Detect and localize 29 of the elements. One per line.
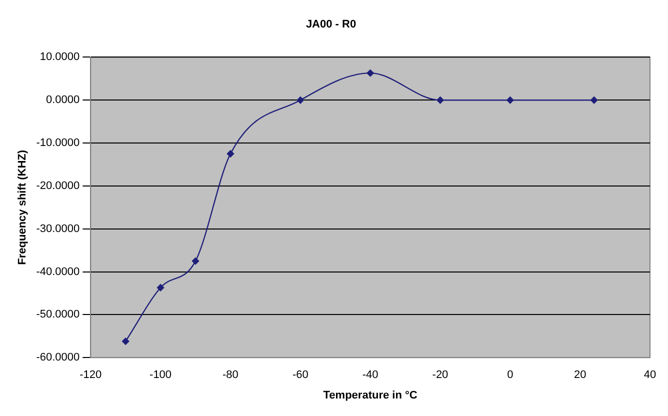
y-tick-label: -20.0000 <box>36 180 80 192</box>
x-tick-label: -80 <box>222 369 238 382</box>
y-tick-label: -30.0000 <box>36 222 80 235</box>
x-tick-label: -20 <box>432 369 448 382</box>
y-tick-label: -10.0000 <box>36 137 80 150</box>
x-tick-label: -120 <box>80 369 102 382</box>
y-tick-label: -40.0000 <box>36 266 80 278</box>
x-tick-label: 0 <box>507 369 514 382</box>
point <box>192 257 200 265</box>
x-tick-label: -40 <box>362 369 378 382</box>
y-tick-label: -60.0000 <box>36 352 80 364</box>
point <box>366 69 374 77</box>
x-tick-label: -100 <box>150 369 172 382</box>
point <box>122 338 130 345</box>
x-tick-label: 40 <box>644 369 656 382</box>
y-tick-label: -50.0000 <box>36 308 80 321</box>
point <box>506 96 514 104</box>
point <box>226 150 234 158</box>
chart-title: JA00 - R0 <box>306 18 356 31</box>
point <box>436 96 444 104</box>
point <box>590 96 598 104</box>
x-tick-label: -60 <box>292 369 308 382</box>
point <box>156 284 164 292</box>
y-tick-label: 10.0000 <box>40 51 80 64</box>
point <box>296 96 304 104</box>
x-tick-label: 20 <box>574 369 586 382</box>
y-axis-title: Frequency shift (KHZ) <box>16 150 29 265</box>
y-tick-label: 0.0000 <box>46 94 80 106</box>
x-axis-title: Temperature in °C <box>323 389 418 402</box>
